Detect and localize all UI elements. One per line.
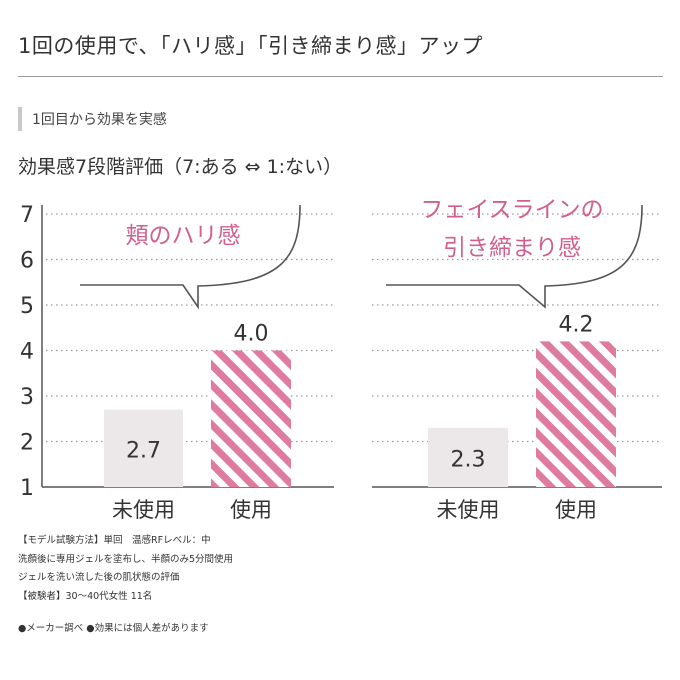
bar-used — [536, 341, 616, 487]
category-label: 使用 — [230, 498, 272, 522]
callout-bubble — [80, 204, 301, 310]
bar-used — [211, 350, 291, 487]
callout-bubble — [386, 204, 643, 309]
page-title: 1回の使用で、「ハリ感」「引き締まり感」アップ — [18, 34, 484, 58]
category-label: 使用 — [555, 498, 597, 522]
bar-value-label: 4.0 — [234, 322, 269, 347]
chart-title: 頬のハリ感 — [126, 223, 241, 249]
category-label: 未使用 — [112, 498, 175, 522]
bar-unused — [104, 409, 183, 487]
note-line: 【被験者】30〜40代女性 11名 — [18, 590, 153, 602]
y-tick-label: 2 — [20, 431, 34, 456]
bar-unused — [428, 427, 508, 487]
y-tick-label: 4 — [20, 340, 34, 365]
section-subtitle: 1回目から効果を実感 — [32, 112, 167, 128]
test-method-notes: 【モデル試験方法】単回 温感RFレベル：中 洗顔後に専用ジェルを塗布し、半顔のみ… — [18, 532, 233, 606]
y-tick-label: 6 — [20, 249, 34, 274]
y-tick-label: 7 — [20, 203, 34, 228]
chart-title: フェイスラインの — [420, 197, 603, 223]
y-tick-label: 3 — [20, 385, 34, 410]
footer-disclaimer: ●メーカー調べ ●効果には個人差があります — [18, 623, 209, 634]
bar-value-label: 4.2 — [559, 312, 594, 337]
y-tick-label: 1 — [20, 476, 34, 501]
chart-title: 引き締まり感 — [443, 235, 581, 261]
category-label: 未使用 — [437, 498, 500, 522]
bar-value-label: 2.3 — [451, 447, 486, 472]
subtitle-accent-bar — [18, 107, 22, 131]
scale-label: 効果感7段階評価（7:ある ⇔ 1:ない） — [18, 156, 343, 178]
note-line: 洗顔後に専用ジェルを塗布し、半顔のみ5分間使用 — [18, 553, 234, 565]
y-tick-label: 5 — [20, 294, 34, 319]
title-divider — [18, 76, 663, 77]
bar-value-label: 2.7 — [126, 438, 161, 463]
note-line: ジェルを洗い流した後の肌状態の評価 — [18, 572, 180, 583]
note-line: 【モデル試験方法】単回 温感RFレベル：中 — [18, 535, 211, 546]
